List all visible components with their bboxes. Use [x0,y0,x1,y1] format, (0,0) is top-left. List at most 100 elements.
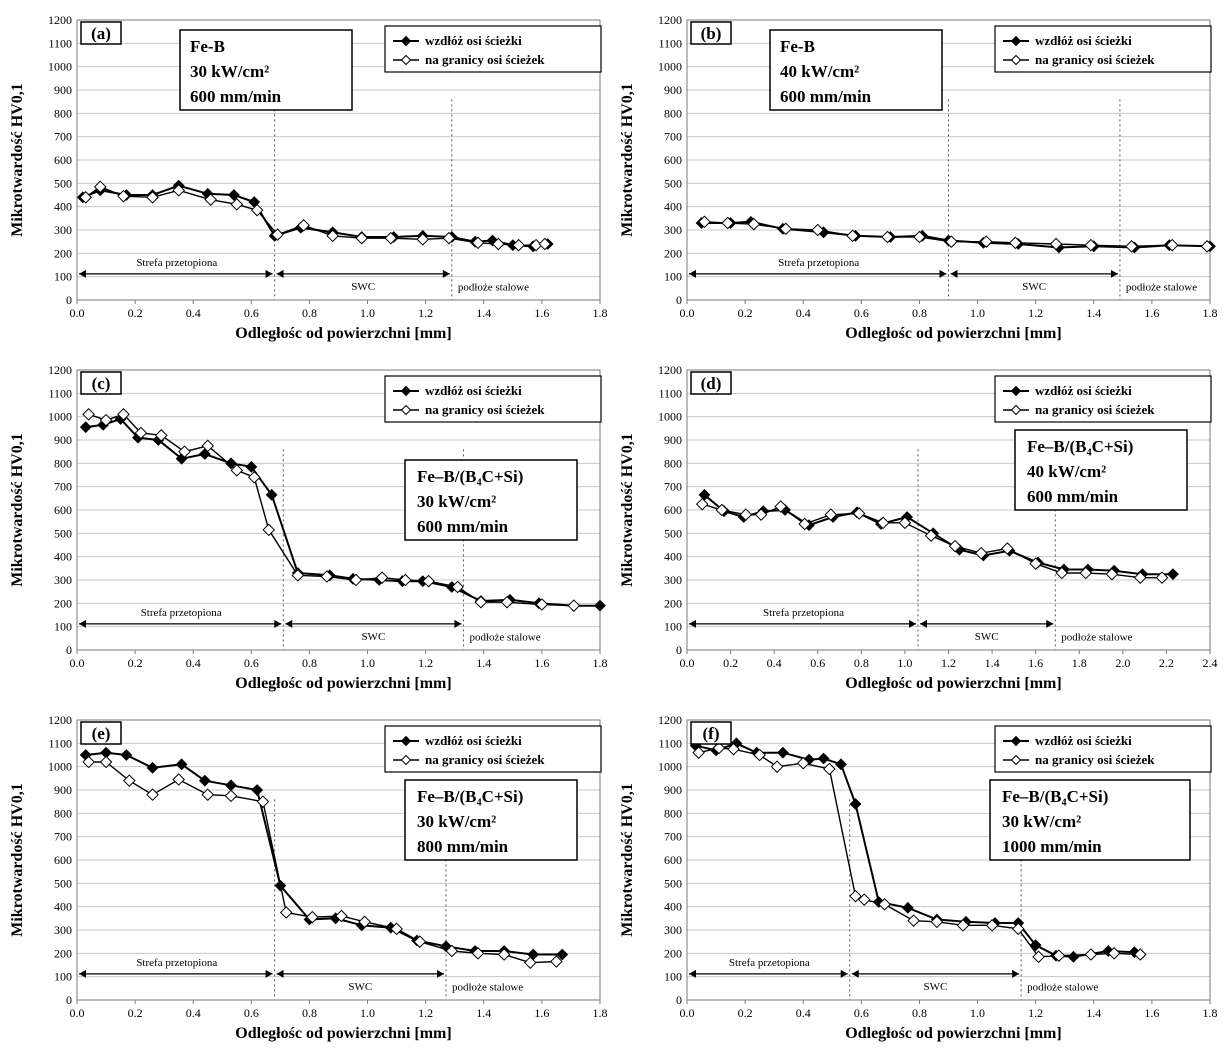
chart-panel-e: 0 100 200 300 400 500 600 700 800 900 1000 1100 1200… [0,700,608,1048]
y-tick-label: 1200 [658,363,682,377]
legend-label: wzdłóż osi ścieżki [1035,733,1132,748]
data-point [201,439,215,453]
y-tick-label: 700 [54,130,72,144]
y-tick-label: 900 [54,83,72,97]
y-axis-title: Mikrotwardość HV0,1 [9,783,26,936]
data-point [754,508,768,521]
info-box [989,779,1191,861]
legend-entry-along-axis: wzdłóż osi ścieżki [393,733,522,748]
y-tick-label: 0 [66,293,72,307]
zone-arrow-swc [919,619,1054,628]
info-line: Fe–B/(B₄C+Si) [417,467,523,486]
zone-arrow-swc [276,269,450,278]
y-tick-label: 300 [54,573,72,587]
y-tick-label: 0 [676,643,682,657]
y-tick-label: 300 [54,223,72,237]
data-point [172,184,186,197]
y-axis-title: Mikrotwardość HV0,1 [9,83,26,236]
y-tick-label: 900 [664,83,682,97]
x-tick-label: 0.0 [70,306,85,320]
x-tick-label: 1.4 [985,656,1000,670]
y-tick-label: 200 [54,596,72,610]
plot-frame [76,719,601,1001]
x-axis-title: Odległośc od powierzchni [mm] [235,1025,451,1042]
chart-b-svg: 0 100 200 300 400 500 600 700 800 900 1000 1100 1200… [619,13,1218,342]
info-line: Fe–B/(B₄C+Si) [1027,437,1133,456]
info-line: Fe–B/(B₄C+Si) [1002,787,1108,806]
y-tick-label: 800 [54,456,72,470]
panel-label-box [80,21,122,45]
data-point [326,229,339,243]
panel-label: (c) [92,374,111,393]
x-tick-label: 0.8 [302,306,317,320]
plot-frame [76,19,601,301]
x-tick-label: 1.6 [1028,656,1043,670]
zone-label-substrate: podłoże stalowe [452,982,523,994]
data-point [250,203,264,217]
series-at-boundary [695,497,1169,584]
y-tick-label: 1200 [48,13,72,27]
chart-f-svg: 0 100 200 300 400 500 600 700 800 900 1000 1100 1200… [619,713,1218,1042]
y-tick-label: 800 [664,106,682,120]
data-point [79,191,93,204]
info-box [404,459,578,541]
data-point [796,756,810,770]
data-point [271,228,284,241]
y-tick-label: 400 [54,900,72,914]
info-box [769,29,943,111]
zone-arrow-melted [79,269,273,278]
zone-label-substrate: podłoże stalowe [469,632,540,644]
data-point [1125,240,1138,253]
y-tick-label: 800 [54,806,72,820]
x-tick-label: 0.4 [186,306,201,320]
data-point [198,774,211,787]
x-tick-label: 1.0 [360,1006,375,1020]
data-point [1029,557,1042,570]
x-tick-label: 0.6 [244,656,259,670]
x-tick-label: 0.4 [767,656,782,670]
info-line: Fe-B [190,37,225,56]
x-tick-label: 0.4 [796,306,811,320]
y-axis-title: Mikrotwardość HV0,1 [619,433,636,586]
y-tick-label: 1200 [658,713,682,727]
data-point [297,219,310,232]
data-point [201,788,215,801]
data-point [225,779,237,792]
chart-c-svg: 0 100 200 300 400 500 600 700 800 900 1000 1100 1200… [9,363,608,692]
zone-arrow-melted [79,619,282,628]
data-point [230,464,244,477]
y-tick-label: 1000 [48,60,72,74]
chart-panel-a: 0 100 200 300 400 500 600 700 800 900 1000 1100 1200… [0,0,608,348]
y-tick-label: 200 [54,946,72,960]
x-tick-label: 1.0 [970,1006,985,1020]
x-tick-label: 0.2 [723,656,738,670]
y-tick-label: 300 [664,923,682,937]
data-point [779,222,793,236]
y-tick-label: 1000 [658,60,682,74]
x-tick-label: 0.6 [244,306,259,320]
y-tick-label: 400 [54,550,72,564]
legend-label: na granicy osi ścieżek [425,752,545,767]
x-tick-label: 0.6 [244,1006,259,1020]
data-point [384,231,398,245]
zone-label-swc: SWC [351,281,375,293]
data-point [776,746,789,759]
data-point [1084,948,1098,961]
y-tick-label: 700 [54,480,72,494]
data-point [849,889,862,903]
zone-arrow-melted [689,969,848,978]
y-tick-label: 0 [676,293,682,307]
data-point [930,915,944,929]
data-point [1049,237,1063,251]
y-tick-label: 500 [664,876,682,890]
legend-box [384,25,602,73]
zone-label-swc: SWC [924,981,948,993]
zone-arrow-melted [79,969,273,978]
data-point [399,573,412,587]
panel-label: (b) [701,24,722,43]
x-tick-label: 1.8 [593,306,608,320]
data-point [416,233,430,246]
x-tick-label: 0.2 [738,1006,753,1020]
data-point [535,598,549,611]
info-box [404,779,578,861]
